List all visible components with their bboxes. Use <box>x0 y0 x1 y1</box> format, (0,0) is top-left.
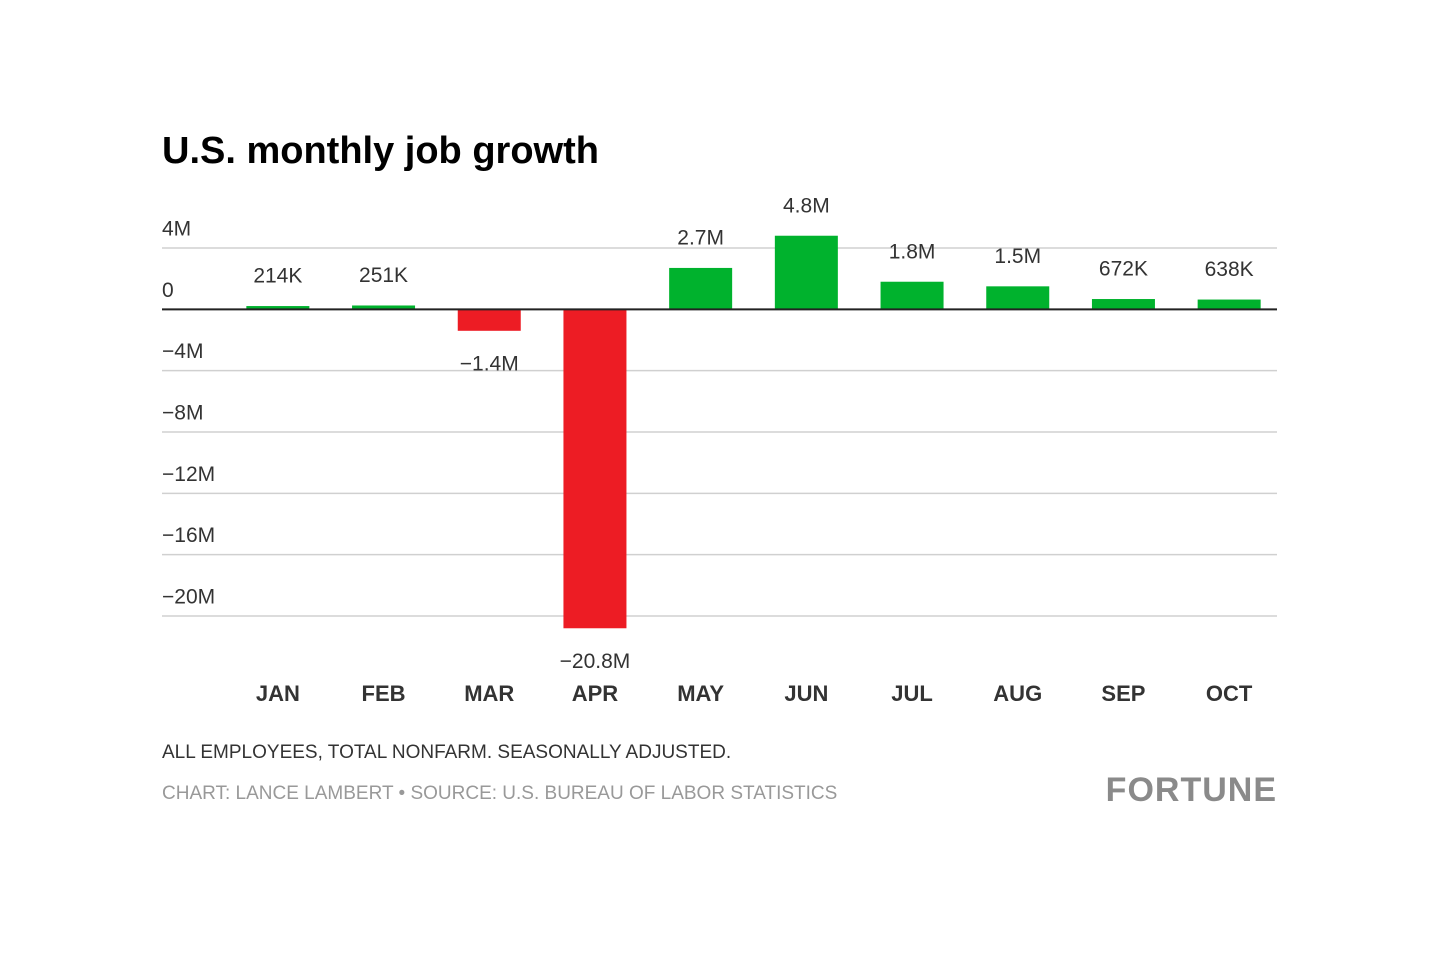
x-tick-label: JAN <box>256 681 300 706</box>
chart-title: U.S. monthly job growth <box>162 130 599 172</box>
x-tick-label: SEP <box>1101 681 1145 706</box>
x-tick-label: OCT <box>1206 681 1253 706</box>
value-label: 1.8M <box>889 240 936 263</box>
bar <box>774 235 838 310</box>
bar <box>669 267 733 310</box>
x-tick-label: AUG <box>993 681 1042 706</box>
value-label: 214K <box>253 265 302 288</box>
value-label: 251K <box>359 264 408 287</box>
bar <box>246 306 310 310</box>
x-tick-label: APR <box>572 681 619 706</box>
bar <box>352 305 416 310</box>
bar <box>457 309 521 331</box>
y-tick-label: −12M <box>162 463 215 486</box>
x-tick-label: JUN <box>784 681 828 706</box>
y-tick-label: −4M <box>162 340 203 363</box>
y-tick-label: 0 <box>162 279 174 302</box>
value-label: 672K <box>1099 258 1148 281</box>
value-label: 1.5M <box>994 245 1041 268</box>
y-tick-label: −16M <box>162 524 215 547</box>
chart-source: CHART: LANCE LAMBERT • SOURCE: U.S. BURE… <box>162 783 837 804</box>
value-label: −20.8M <box>560 650 631 673</box>
y-tick-label: 4M <box>162 218 191 241</box>
value-label: 638K <box>1205 258 1254 281</box>
bar <box>986 286 1050 310</box>
y-tick-label: −20M <box>162 586 215 609</box>
logo: FORTUNE <box>1106 771 1277 809</box>
x-tick-label: MAR <box>464 681 514 706</box>
x-tick-label: FEB <box>362 681 406 706</box>
x-tick-label: JUL <box>891 681 933 706</box>
value-label: 4.8M <box>783 194 830 217</box>
bar <box>1197 299 1261 310</box>
bar <box>563 309 627 629</box>
bar <box>880 281 944 310</box>
value-label: −1.4M <box>460 352 519 375</box>
value-label: 2.7M <box>677 226 724 249</box>
y-tick-label: −8M <box>162 402 203 425</box>
x-tick-label: MAY <box>677 681 724 706</box>
chart-note: ALL EMPLOYEES, TOTAL NONFARM. SEASONALLY… <box>162 742 731 763</box>
bar <box>1091 299 1155 310</box>
